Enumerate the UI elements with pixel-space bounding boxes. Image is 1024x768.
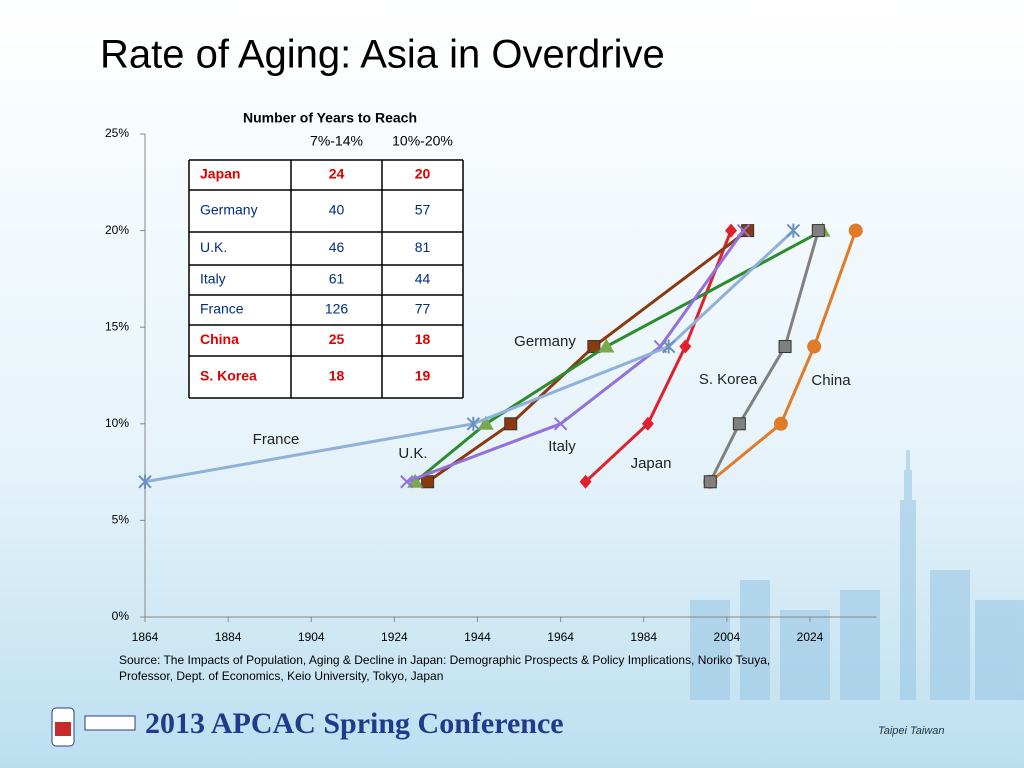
row-name: U.K. xyxy=(200,239,227,255)
logo xyxy=(51,707,136,747)
cell-value: 18 xyxy=(415,331,431,347)
x-tick-label: 1884 xyxy=(215,630,242,644)
marker xyxy=(736,223,751,238)
column-header: 7%-14% xyxy=(310,133,363,149)
marker xyxy=(725,223,738,238)
marker xyxy=(848,223,863,238)
x-tick-label: 2004 xyxy=(714,630,741,644)
series-line xyxy=(414,229,824,483)
marker xyxy=(778,340,792,354)
slide-title: Rate of Aging: Asia in Overdrive xyxy=(100,33,665,77)
marker xyxy=(807,339,822,354)
marker xyxy=(703,475,717,489)
row-name: China xyxy=(200,331,239,347)
cell-value: 126 xyxy=(325,301,349,317)
series-label: S. Korea xyxy=(699,371,758,388)
x-tick-label: 1924 xyxy=(381,630,408,644)
x-tick-label: 1904 xyxy=(298,630,325,644)
series-label: France xyxy=(253,431,300,448)
series-line xyxy=(144,229,795,484)
cell-value: 20 xyxy=(415,166,431,182)
cell-value: 61 xyxy=(329,271,345,287)
series-line xyxy=(708,230,820,483)
source-line: Professor, Dept. of Economics, Keio Univ… xyxy=(119,669,443,683)
cell-value: 19 xyxy=(415,368,431,384)
series-label: U.K. xyxy=(398,445,427,462)
x-tick-label: 1984 xyxy=(630,630,657,644)
column-header: 10%-20% xyxy=(392,133,453,149)
cell-value: 77 xyxy=(415,301,431,317)
cell-value: 46 xyxy=(329,239,345,255)
cell-value: 25 xyxy=(329,331,345,347)
y-tick-label: 20% xyxy=(105,223,129,237)
marker xyxy=(407,473,424,488)
marker xyxy=(773,416,788,431)
series-line xyxy=(426,229,749,483)
marker xyxy=(811,224,825,238)
x-tick-label: 1964 xyxy=(547,630,574,644)
marker xyxy=(786,223,801,238)
marker xyxy=(598,338,615,353)
series-label: Germany xyxy=(514,333,576,350)
y-tick-label: 15% xyxy=(105,319,129,333)
marker xyxy=(679,339,692,354)
marker xyxy=(579,474,592,489)
y-tick-label: 10% xyxy=(105,416,129,430)
conference-name: 2013 APCAC Spring Conference xyxy=(145,707,564,740)
source-line: Source: The Impacts of Population, Aging… xyxy=(119,653,770,667)
row-name: Germany xyxy=(200,202,258,218)
cell-value: 24 xyxy=(329,166,345,182)
table-bg xyxy=(189,160,463,398)
table-title: Number of Years to Reach xyxy=(243,110,417,126)
row-name: Italy xyxy=(200,271,226,287)
chart: 0%5%10%15%20%25%1864 1884 1904 1924 1944 1964… xyxy=(105,110,877,644)
series-line xyxy=(709,230,858,483)
row-name: Japan xyxy=(200,166,240,182)
location: Taipei Taiwan xyxy=(878,725,944,737)
series-label: Italy xyxy=(548,438,576,455)
row-name: France xyxy=(200,301,244,317)
cell-value: 44 xyxy=(415,271,431,287)
marker xyxy=(138,474,152,489)
series-label: Japan xyxy=(631,455,672,472)
marker xyxy=(504,417,518,431)
x-tick-label: 2024 xyxy=(797,630,824,644)
series-line xyxy=(406,229,745,484)
cell-value: 81 xyxy=(415,239,431,255)
marker xyxy=(421,475,435,489)
cell-value: 18 xyxy=(329,368,345,384)
marker xyxy=(400,475,414,489)
marker xyxy=(466,416,481,431)
marker xyxy=(732,417,746,431)
marker xyxy=(553,417,568,431)
x-tick-label: 1944 xyxy=(464,630,491,644)
x-tick-label: 1864 xyxy=(132,630,159,644)
skyline xyxy=(690,450,1024,700)
series-line xyxy=(584,230,733,483)
table: Number of Years to Reach 7%-14% 10%-20% Jap… xyxy=(188,110,464,399)
y-tick-label: 0% xyxy=(112,609,130,623)
cell-value: 40 xyxy=(329,202,345,218)
y-tick-label: 5% xyxy=(112,513,130,527)
row-name: S. Korea xyxy=(200,368,257,384)
series-label: China xyxy=(811,372,851,389)
marker xyxy=(477,415,494,430)
marker xyxy=(641,416,654,431)
cell-value: 57 xyxy=(415,202,431,218)
marker xyxy=(587,340,601,354)
y-tick-label: 25% xyxy=(105,126,129,140)
marker xyxy=(661,339,676,354)
